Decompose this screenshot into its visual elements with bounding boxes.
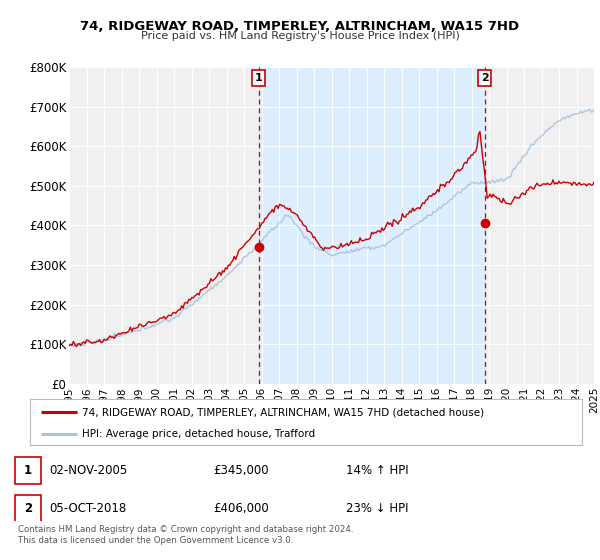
- Text: 1: 1: [24, 464, 32, 477]
- FancyBboxPatch shape: [15, 495, 41, 521]
- Text: 2: 2: [24, 502, 32, 515]
- Text: 74, RIDGEWAY ROAD, TIMPERLEY, ALTRINCHAM, WA15 7HD (detached house): 74, RIDGEWAY ROAD, TIMPERLEY, ALTRINCHAM…: [82, 407, 485, 417]
- Text: £345,000: £345,000: [214, 464, 269, 477]
- Text: HPI: Average price, detached house, Trafford: HPI: Average price, detached house, Traf…: [82, 429, 316, 438]
- Text: 2: 2: [481, 73, 488, 83]
- Text: Contains HM Land Registry data © Crown copyright and database right 2024.
This d: Contains HM Land Registry data © Crown c…: [18, 525, 353, 545]
- FancyBboxPatch shape: [15, 457, 41, 484]
- Text: Price paid vs. HM Land Registry's House Price Index (HPI): Price paid vs. HM Land Registry's House …: [140, 31, 460, 41]
- Text: £406,000: £406,000: [214, 502, 269, 515]
- Text: 1: 1: [255, 73, 263, 83]
- Text: 02-NOV-2005: 02-NOV-2005: [49, 464, 128, 477]
- Bar: [259, 67, 485, 384]
- Text: 05-OCT-2018: 05-OCT-2018: [49, 502, 127, 515]
- Text: 23% ↓ HPI: 23% ↓ HPI: [346, 502, 409, 515]
- Text: 74, RIDGEWAY ROAD, TIMPERLEY, ALTRINCHAM, WA15 7HD: 74, RIDGEWAY ROAD, TIMPERLEY, ALTRINCHAM…: [80, 20, 520, 32]
- Text: 14% ↑ HPI: 14% ↑ HPI: [346, 464, 409, 477]
